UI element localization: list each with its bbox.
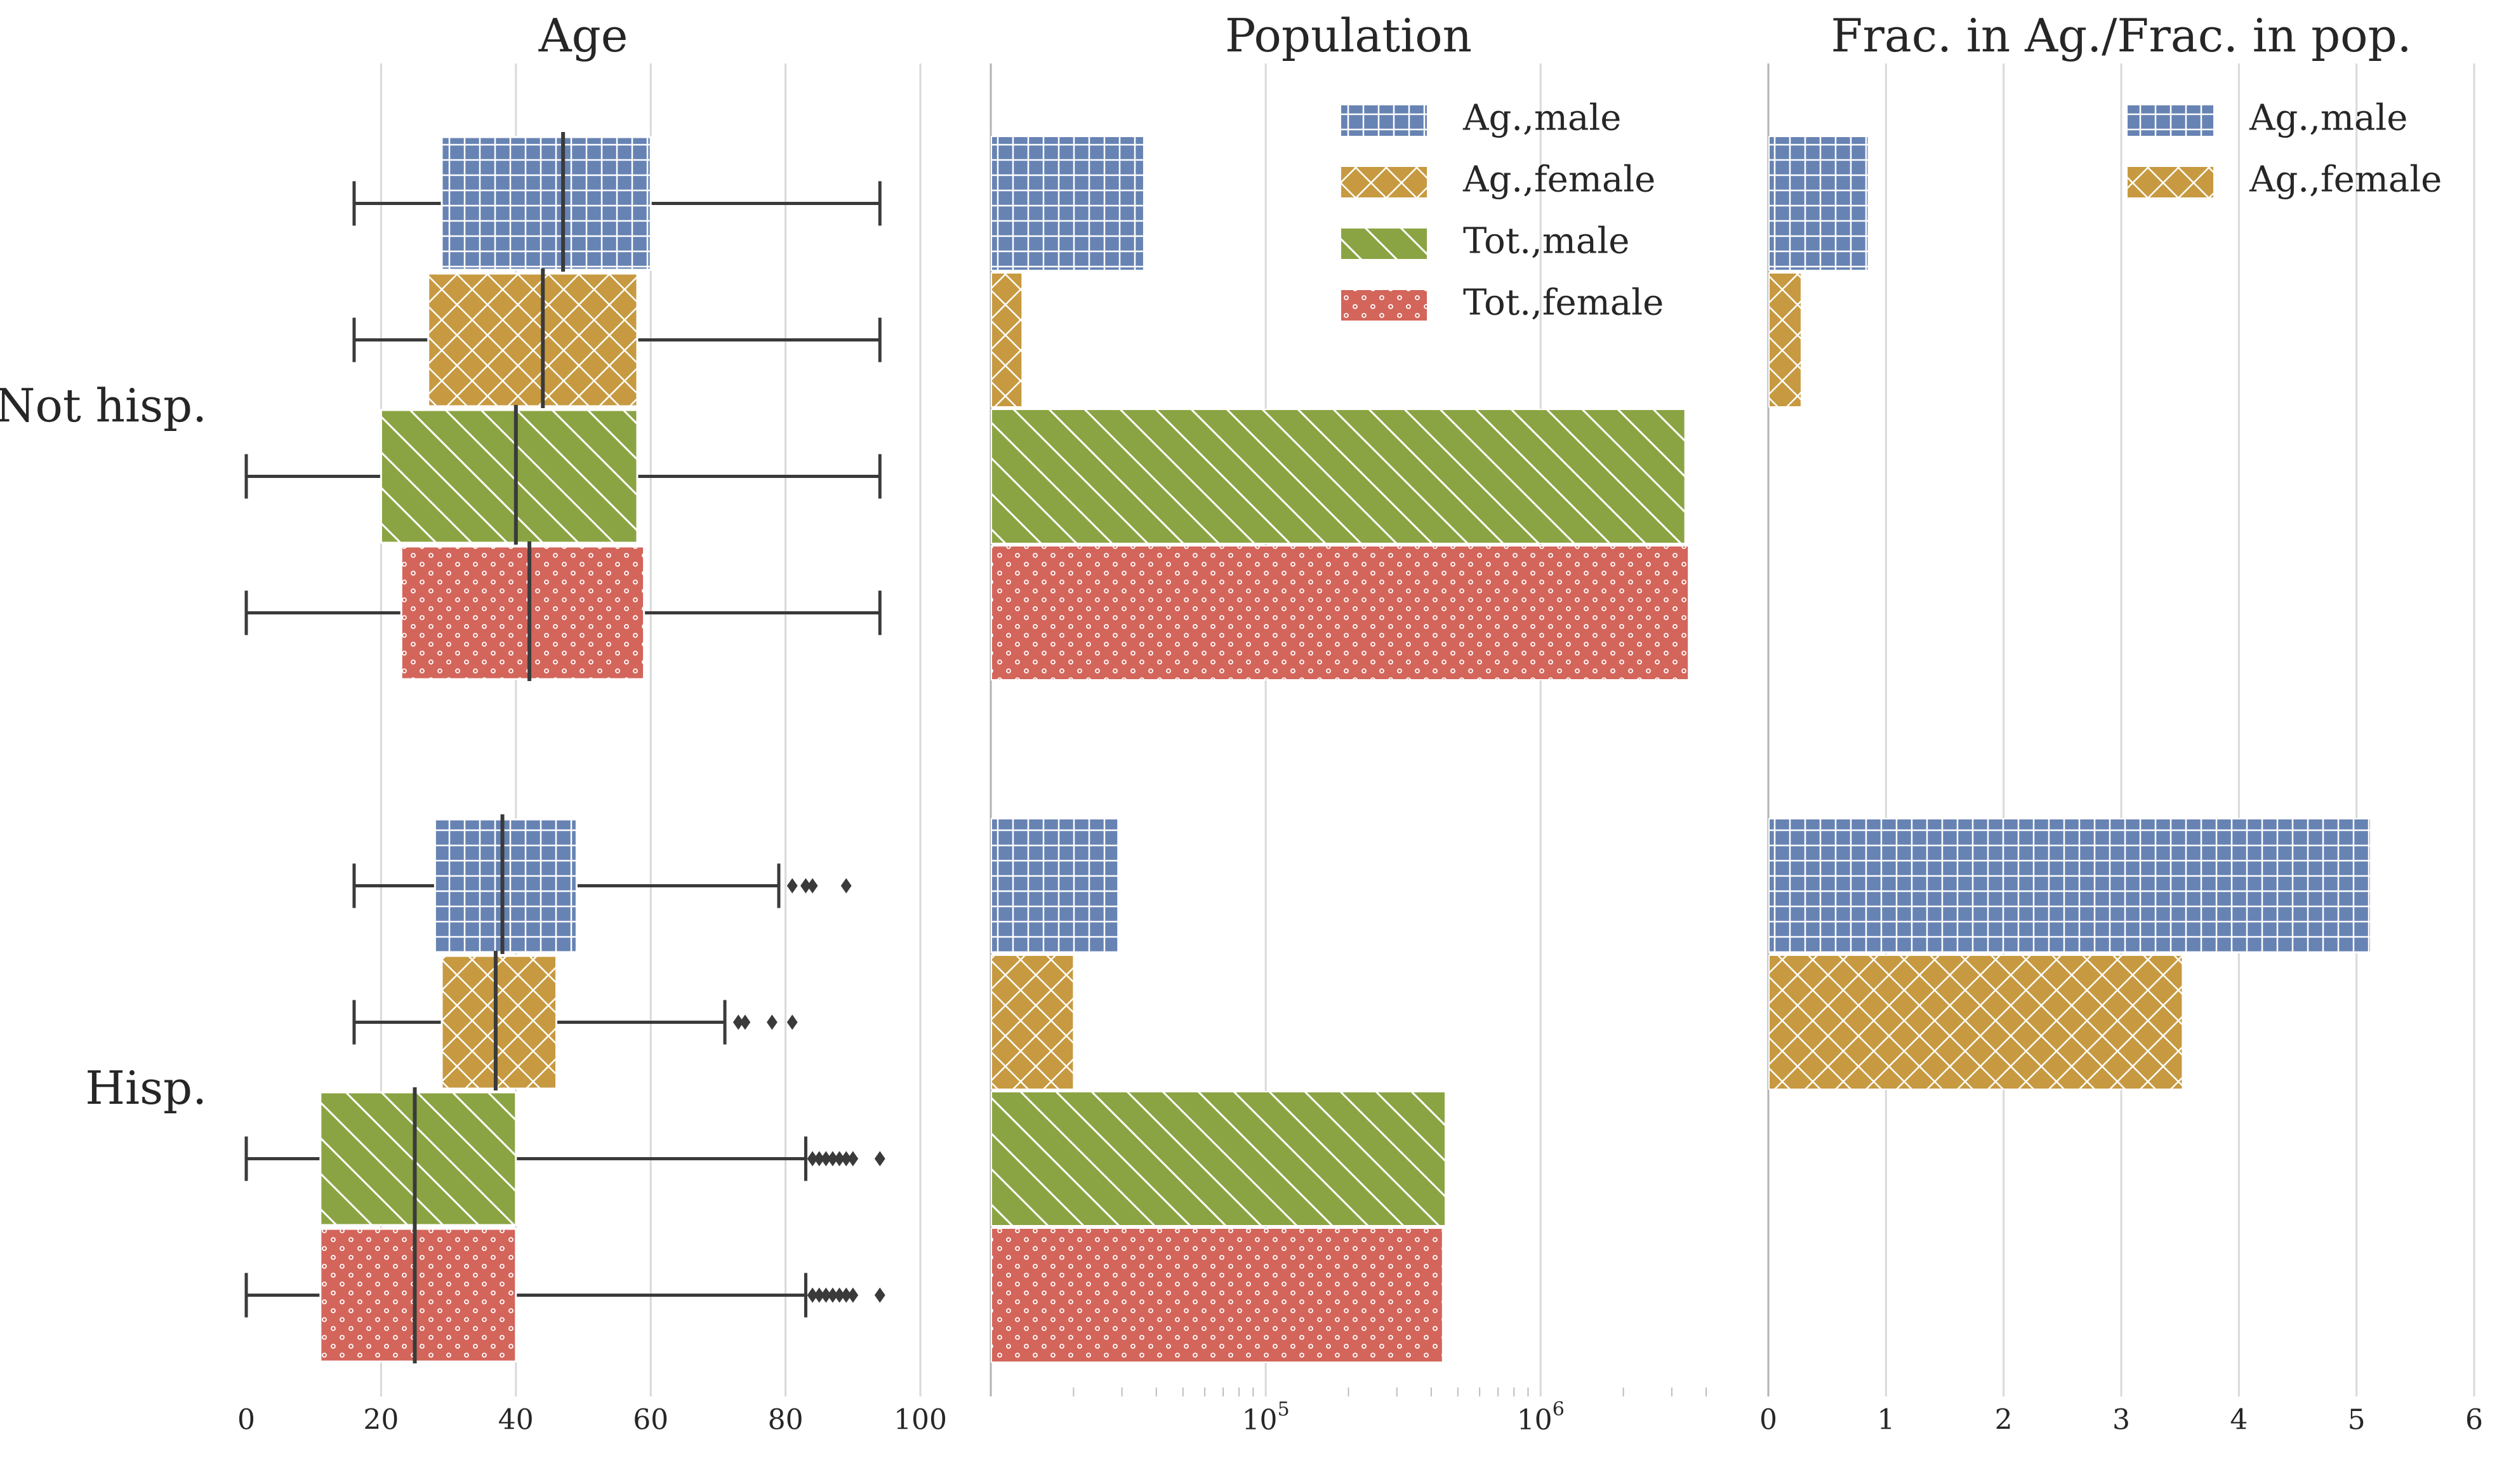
box-hisp-tot-male [244,1087,885,1227]
bar-population-hisp-tot-female [991,1228,1443,1363]
tick-label: 3 [2112,1404,2130,1436]
tick-label: 40 [498,1404,534,1436]
tick-label: 1 [1877,1404,1895,1436]
legend-swatch [1341,105,1427,136]
box-iqr [434,818,578,953]
tick-label: 0 [1759,1404,1777,1436]
outlier-marker [874,1151,885,1167]
tick-label: 2 [1995,1404,2013,1436]
tick-label: 6 [2465,1404,2483,1436]
legend-swatch [2128,105,2213,136]
outlier-marker [786,1014,798,1030]
legend-label: Tot.,female [1463,282,1664,324]
panel-title-population: Population [1225,9,1472,62]
box-not-hisp-tot-male [244,405,882,545]
bar-population-not-hisp-tot-male [991,409,1686,544]
group-label-not-hisp: Not hisp. [0,379,207,432]
legend-label: Ag.,female [1462,159,1655,201]
panel-ratio: Frac. in Ag./Frac. in pop. 0 1 2 3 4 5 6 Ag.,mal… [1759,9,2483,1436]
bar-population-hisp-ag-male [991,818,1119,953]
tick-label: 100 [894,1404,947,1436]
outlier-marker [827,1151,838,1167]
tick-label: 105 [1242,1398,1290,1436]
tick-label: 0 [237,1404,255,1436]
box-iqr [319,1228,517,1363]
tick-label: 20 [363,1404,399,1436]
legend-population: Ag.,male Ag.,female Tot.,male Tot.,female [1341,98,1664,324]
outlier-marker [847,1287,859,1303]
tick-label: 5 [2348,1404,2366,1436]
box-not-hisp-ag-female [352,268,882,408]
legend-swatch [1341,167,1427,197]
outlier-marker [840,1151,852,1167]
panel-title-age: Age [538,9,628,62]
outlier-marker [840,1287,852,1303]
bar-ratio-not-hisp-ag-male [1768,136,1869,271]
tick-label: 4 [2230,1404,2248,1436]
outlier-marker [807,878,818,894]
outlier-marker [807,1151,818,1167]
outlier-marker [834,1287,845,1303]
group-label-hisp: Hisp. [85,1061,207,1115]
outlier-marker [739,1014,751,1030]
box-hisp-ag-male [352,814,852,954]
panel-population: Population 105 106 Ag.,male Ag.,female Tot.,m… [990,9,1707,1436]
outlier-marker [786,878,798,894]
outlier-marker [800,878,811,894]
box-iqr [319,1091,517,1226]
tick-label: 80 [768,1404,804,1436]
outlier-marker [827,1287,838,1303]
outlier-marker [820,1287,831,1303]
bar-population-not-hisp-ag-male [991,136,1144,271]
outlier-marker [814,1151,825,1167]
outlier-marker [847,1151,859,1167]
box-iqr [440,955,558,1090]
box-not-hisp-tot-female [244,541,882,681]
legend-swatch [2128,167,2213,197]
outlier-marker [766,1014,778,1030]
legend-ratio: Ag.,male Ag.,female [2128,98,2442,201]
panel-age: Age 0 20 40 60 80 100 [237,9,947,1436]
bar-population-not-hisp-ag-female [991,272,1023,407]
box-iqr [427,272,639,407]
bar-population-hisp-ag-female [991,955,1075,1090]
panel-title-ratio: Frac. in Ag./Frac. in pop. [1831,9,2411,62]
outlier-marker [820,1151,831,1167]
bar-ratio-hisp-ag-female [1768,955,2183,1090]
outlier-marker [874,1287,885,1303]
box-iqr [380,409,639,544]
box-iqr [400,545,646,680]
legend-swatch [1341,290,1427,321]
outlier-marker [732,1014,744,1030]
legend-label: Ag.,female [2249,159,2442,201]
bar-population-hisp-tot-male [991,1091,1447,1226]
bar-population-not-hisp-tot-female [991,545,1690,680]
box-hisp-tot-female [244,1224,885,1363]
outlier-marker [834,1151,845,1167]
bar-ratio-not-hisp-ag-female [1768,272,1802,407]
tick-label: 60 [633,1404,668,1436]
legend-label: Ag.,male [1462,98,1621,139]
legend-label: Tot.,male [1463,221,1629,262]
box-not-hisp-ag-male [352,132,882,272]
box-iqr [440,136,652,271]
outlier-marker [807,1287,818,1303]
box-hisp-ag-female [352,951,798,1090]
outlier-marker [840,878,852,894]
legend-label: Ag.,male [2249,98,2408,139]
legend-swatch [1341,229,1427,259]
outlier-marker [814,1287,825,1303]
tick-label: 106 [1517,1398,1565,1436]
bar-ratio-hisp-ag-male [1768,818,2371,953]
